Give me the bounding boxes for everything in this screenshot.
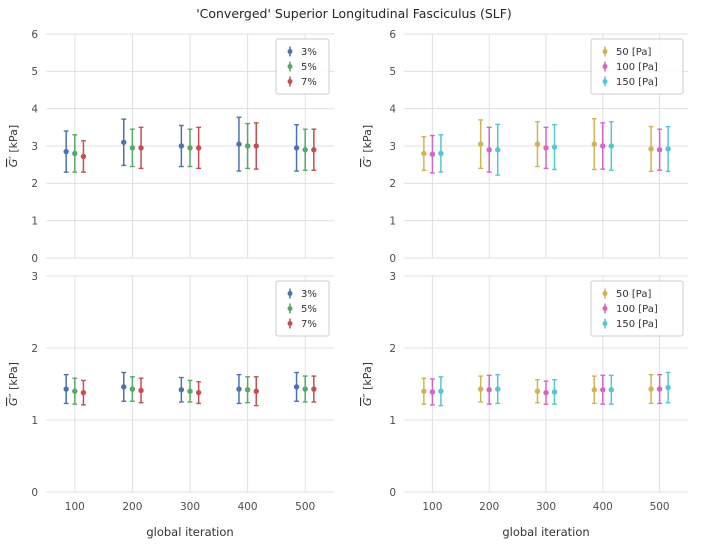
svg-text:4: 4	[389, 103, 396, 115]
legend: 50 [Pa] 100 [Pa] 150 [Pa]	[590, 38, 684, 95]
legend-label: 7%	[301, 319, 317, 330]
svg-text:0: 0	[31, 253, 38, 265]
svg-text:0: 0	[389, 253, 396, 265]
series-50 [Pa]	[421, 373, 654, 405]
svg-text:1: 1	[31, 415, 38, 427]
svg-text:400: 400	[238, 501, 258, 513]
y-axis-label: G′ [kPa]	[361, 125, 374, 167]
legend-label: 5%	[301, 304, 317, 315]
svg-text:500: 500	[650, 501, 670, 513]
series-3%	[63, 371, 300, 405]
series-5%	[72, 375, 308, 405]
series-5%	[72, 122, 308, 173]
svg-text:5: 5	[31, 66, 38, 78]
legend: 3% 5% 7%	[275, 280, 330, 337]
svg-text:0: 0	[389, 487, 396, 499]
svg-text:6: 6	[389, 29, 396, 41]
y-axis-label: G″ [kPa]	[7, 362, 20, 406]
subplot-storage-modulus-percent: 0 1 2 3 4 5 6 G′ [kPa] 3% 5% 7%	[7, 29, 334, 265]
gridlines	[404, 33, 688, 259]
series-100 [Pa]	[429, 373, 663, 406]
series-7%	[80, 375, 317, 407]
y-tick-labels: 0 1 2 3	[31, 271, 38, 499]
series-100 [Pa]	[429, 122, 663, 174]
legend-label: 5%	[301, 62, 317, 73]
y-tick-labels: 0 1 2 3 4 5 6	[31, 29, 38, 265]
gridlines	[46, 275, 334, 493]
legend-label: 3%	[301, 47, 317, 58]
svg-text:3: 3	[31, 271, 38, 283]
svg-text:2: 2	[389, 343, 396, 355]
figure-title: 'Converged' Superior Longitudinal Fascic…	[196, 6, 512, 21]
x-tick-labels: 100 200 300 400 500	[422, 501, 669, 513]
subplot-loss-modulus-pressure: 0 1 2 3 100 200 300 400 500 G″ [kPa] global iterat…	[361, 271, 688, 539]
svg-text:6: 6	[31, 29, 38, 41]
series-150 [Pa]	[438, 371, 671, 407]
legend-label: 3%	[301, 289, 317, 300]
svg-text:200: 200	[479, 501, 499, 513]
x-axis-label: global iteration	[502, 525, 589, 539]
legend-label: 50 [Pa]	[616, 289, 652, 300]
svg-text:3: 3	[389, 271, 396, 283]
legend-label: 7%	[301, 77, 317, 88]
svg-text:300: 300	[536, 501, 556, 513]
y-axis-label: G″ [kPa]	[361, 362, 374, 406]
series-50 [Pa]	[421, 118, 654, 173]
y-tick-labels: 0 1 2 3 4 5 6	[389, 29, 396, 265]
svg-text:200: 200	[122, 501, 142, 513]
series-7%	[80, 122, 317, 173]
svg-text:2: 2	[31, 178, 38, 190]
svg-text:3: 3	[31, 141, 38, 153]
svg-text:2: 2	[389, 178, 396, 190]
x-axis-label: global iteration	[146, 525, 233, 539]
subplot-loss-modulus-percent: 0 1 2 3 100 200 300 400 500 G″ [kPa] global iterat…	[7, 271, 334, 539]
svg-text:100: 100	[65, 501, 85, 513]
svg-text:0: 0	[31, 487, 38, 499]
svg-text:1: 1	[389, 215, 396, 227]
svg-text:5: 5	[389, 66, 396, 78]
svg-text:2: 2	[31, 343, 38, 355]
legend-label: 100 [Pa]	[616, 62, 658, 73]
legend-label: 150 [Pa]	[616, 77, 658, 88]
svg-text:3: 3	[389, 141, 396, 153]
legend: 50 [Pa] 100 [Pa] 150 [Pa]	[590, 280, 684, 337]
series-3%	[63, 116, 300, 173]
y-axis-label: G′ [kPa]	[7, 125, 20, 167]
svg-text:1: 1	[389, 415, 396, 427]
svg-text:4: 4	[31, 103, 38, 115]
svg-text:500: 500	[295, 501, 315, 513]
x-tick-labels: 100 200 300 400 500	[65, 501, 315, 513]
y-tick-labels: 0 1 2 3	[389, 271, 396, 499]
legend-label: 150 [Pa]	[616, 319, 658, 330]
subplot-storage-modulus-pressure: 0 1 2 3 4 5 6 G′ [kPa] 50 [Pa] 100 [Pa] 150 [Pa]	[361, 29, 688, 265]
svg-text:300: 300	[180, 501, 200, 513]
svg-text:400: 400	[593, 501, 613, 513]
svg-text:100: 100	[422, 501, 442, 513]
series-150 [Pa]	[438, 121, 671, 176]
legend: 3% 5% 7%	[275, 38, 330, 95]
legend-label: 100 [Pa]	[616, 304, 658, 315]
svg-text:1: 1	[31, 215, 38, 227]
legend-label: 50 [Pa]	[616, 47, 652, 58]
